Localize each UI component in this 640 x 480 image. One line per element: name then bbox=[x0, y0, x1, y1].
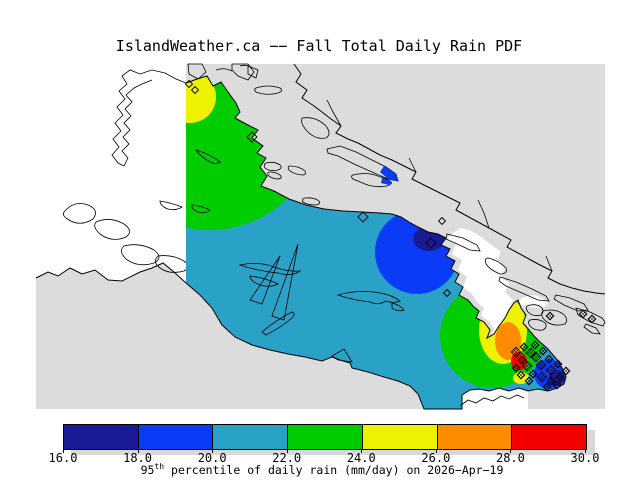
colorbar-tick bbox=[63, 449, 64, 453]
inlet-channel bbox=[271, 243, 299, 321]
colorbar-tick-label: 16.0 bbox=[48, 451, 78, 465]
station-marker bbox=[190, 85, 200, 95]
caption-value: 95 bbox=[140, 462, 155, 477]
colorbar-tick bbox=[286, 449, 288, 453]
no-data-region-northwest bbox=[36, 64, 186, 283]
colorbar-tick-label: 24.0 bbox=[346, 451, 376, 465]
colorbar-segment bbox=[288, 425, 363, 449]
colorbar-segment bbox=[512, 425, 587, 449]
contour-north-22-24 bbox=[186, 76, 320, 230]
lake-outlines bbox=[159, 149, 405, 336]
station-marker bbox=[246, 131, 258, 143]
inlet-channel bbox=[249, 255, 281, 305]
station-cluster-hatched bbox=[510, 309, 597, 392]
colorbar-tick bbox=[585, 449, 586, 453]
station-marker bbox=[184, 79, 194, 89]
strait-islands bbox=[301, 145, 399, 206]
station-marker bbox=[357, 211, 369, 223]
colorbar-segment bbox=[138, 425, 214, 449]
caption-superscript: th bbox=[154, 462, 165, 471]
gulf-islands bbox=[445, 233, 606, 335]
no-data-region-south bbox=[452, 388, 528, 409]
colorbar-segment bbox=[213, 425, 289, 449]
colorbar bbox=[63, 424, 587, 450]
contour-northwest-24-26 bbox=[186, 76, 216, 123]
colorbar-segment bbox=[64, 425, 139, 449]
plot-title: IslandWeather.ca −− Fall Total Daily Rai… bbox=[115, 37, 523, 55]
colorbar-tick bbox=[510, 449, 512, 453]
colorbar-tick-label: 28.0 bbox=[495, 451, 525, 465]
colorbar-tick-label: 26.0 bbox=[421, 451, 451, 465]
white-channel-saanich bbox=[518, 295, 548, 308]
colorbar-tick-label: 18.0 bbox=[123, 451, 153, 465]
colorbar-tick bbox=[212, 449, 214, 453]
colorbar-tick-label: 30.0 bbox=[570, 451, 600, 465]
station-marker bbox=[425, 237, 437, 249]
station-marker bbox=[442, 288, 452, 298]
south-shore-outline bbox=[459, 394, 525, 407]
island-coastline bbox=[185, 75, 567, 410]
caption-text: percentile of daily rain (mm/day) on 202… bbox=[164, 462, 504, 477]
west-coastline bbox=[35, 262, 187, 284]
colorbar-caption: 95th percentile of daily rain (mm/day) o… bbox=[141, 462, 504, 477]
colorbar-tick bbox=[435, 449, 437, 453]
northwest-sound-outline bbox=[111, 69, 187, 167]
colorbar-tick-label: 22.0 bbox=[272, 451, 302, 465]
station-markers bbox=[184, 79, 452, 298]
colorbar-tick bbox=[137, 449, 139, 453]
colorbar-tick-label: 20.0 bbox=[197, 451, 227, 465]
white-channel-gulf-islands bbox=[446, 228, 515, 355]
colorbar-segment bbox=[437, 425, 513, 449]
station-marker bbox=[437, 216, 447, 226]
west-coast-inlets bbox=[62, 203, 189, 273]
map-canvas bbox=[35, 63, 606, 410]
colorbar-segment bbox=[362, 425, 438, 449]
colorbar-tick bbox=[361, 449, 363, 453]
north-islands bbox=[187, 63, 330, 180]
